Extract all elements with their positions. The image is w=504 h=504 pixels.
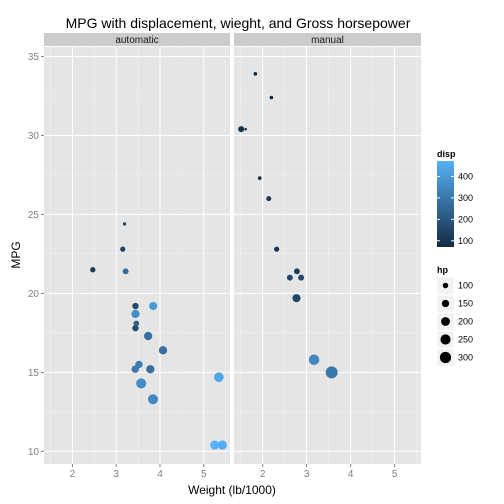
x-tick-label: 4: [157, 469, 163, 480]
size-key-label: 300: [458, 353, 473, 363]
data-point: [146, 365, 154, 373]
x-tick-label: 5: [201, 469, 207, 480]
x-tick-label: 3: [113, 469, 119, 480]
x-tick-label: 2: [70, 469, 76, 480]
panel-background: [234, 47, 421, 464]
data-point: [254, 72, 258, 76]
y-tick-label: 20: [28, 289, 40, 300]
colorbar-label: 100: [458, 236, 473, 246]
data-point: [298, 275, 304, 281]
size-key-label: 250: [458, 335, 473, 345]
y-axis-ticks: 10 15 20 25 30 35: [28, 52, 44, 458]
legend-hp-keys: 100 150 200 250 300: [437, 277, 473, 366]
data-point: [266, 196, 271, 201]
size-key-label: 200: [458, 317, 473, 327]
data-point: [214, 372, 224, 382]
x-tick-label: 4: [348, 469, 354, 480]
data-point: [244, 128, 247, 131]
data-point: [123, 268, 129, 274]
colorbar-label: 300: [458, 193, 473, 203]
data-point: [131, 310, 139, 318]
data-point: [123, 222, 126, 225]
strip-label-automatic: automatic: [115, 35, 158, 46]
legend-disp: disp 100 200 300 400: [437, 149, 473, 247]
x-axis-title: Weight (lb/1000): [188, 483, 276, 497]
data-point: [120, 247, 125, 252]
data-point: [90, 267, 95, 272]
legend-disp-colorbar: [437, 161, 454, 247]
x-tick-label: 2: [260, 469, 266, 480]
data-point: [270, 96, 274, 100]
data-point: [294, 268, 300, 274]
legend-disp-title: disp: [437, 149, 456, 159]
x-axis-ticks: 2 3 4 5 2 3 4 5: [70, 464, 398, 480]
data-point: [326, 366, 338, 378]
y-tick-label: 10: [28, 447, 40, 458]
data-point: [136, 378, 146, 388]
y-tick-label: 35: [28, 52, 40, 63]
data-point: [287, 275, 293, 281]
legend-hp: hp 100 150 200 250 300: [437, 265, 473, 366]
size-key-point: [440, 334, 450, 344]
data-point: [148, 394, 158, 404]
panel-automatic: [44, 47, 230, 464]
panel-background: [44, 47, 230, 464]
data-point: [132, 366, 139, 373]
size-key-point: [443, 283, 448, 288]
y-axis-title: MPG: [9, 241, 23, 268]
size-key-point: [442, 300, 449, 307]
colorbar-label: 400: [458, 171, 473, 181]
data-point: [144, 332, 152, 340]
data-point: [238, 126, 244, 132]
chart-title: MPG with displacement, wieght, and Gross…: [66, 15, 411, 31]
strip-label-manual: manual: [311, 35, 344, 46]
y-tick-label: 15: [28, 368, 40, 379]
size-key-label: 150: [458, 299, 473, 309]
data-point: [274, 247, 279, 252]
data-point: [159, 346, 167, 354]
data-point: [132, 303, 138, 309]
y-tick-label: 25: [28, 210, 40, 221]
y-tick-label: 30: [28, 131, 40, 142]
size-key-label: 100: [458, 281, 473, 291]
legend-hp-title: hp: [437, 265, 448, 275]
panel-manual: [234, 47, 421, 464]
data-point: [292, 294, 300, 302]
colorbar-label: 200: [458, 214, 473, 224]
size-key-point: [441, 317, 450, 326]
data-point: [210, 441, 219, 450]
data-point: [258, 176, 262, 180]
data-point: [309, 355, 319, 365]
facet-panels: [44, 47, 421, 464]
size-key-point: [440, 352, 451, 363]
x-tick-label: 5: [392, 469, 398, 480]
data-point: [149, 302, 157, 310]
x-tick-label: 3: [304, 469, 310, 480]
data-point: [133, 321, 139, 327]
